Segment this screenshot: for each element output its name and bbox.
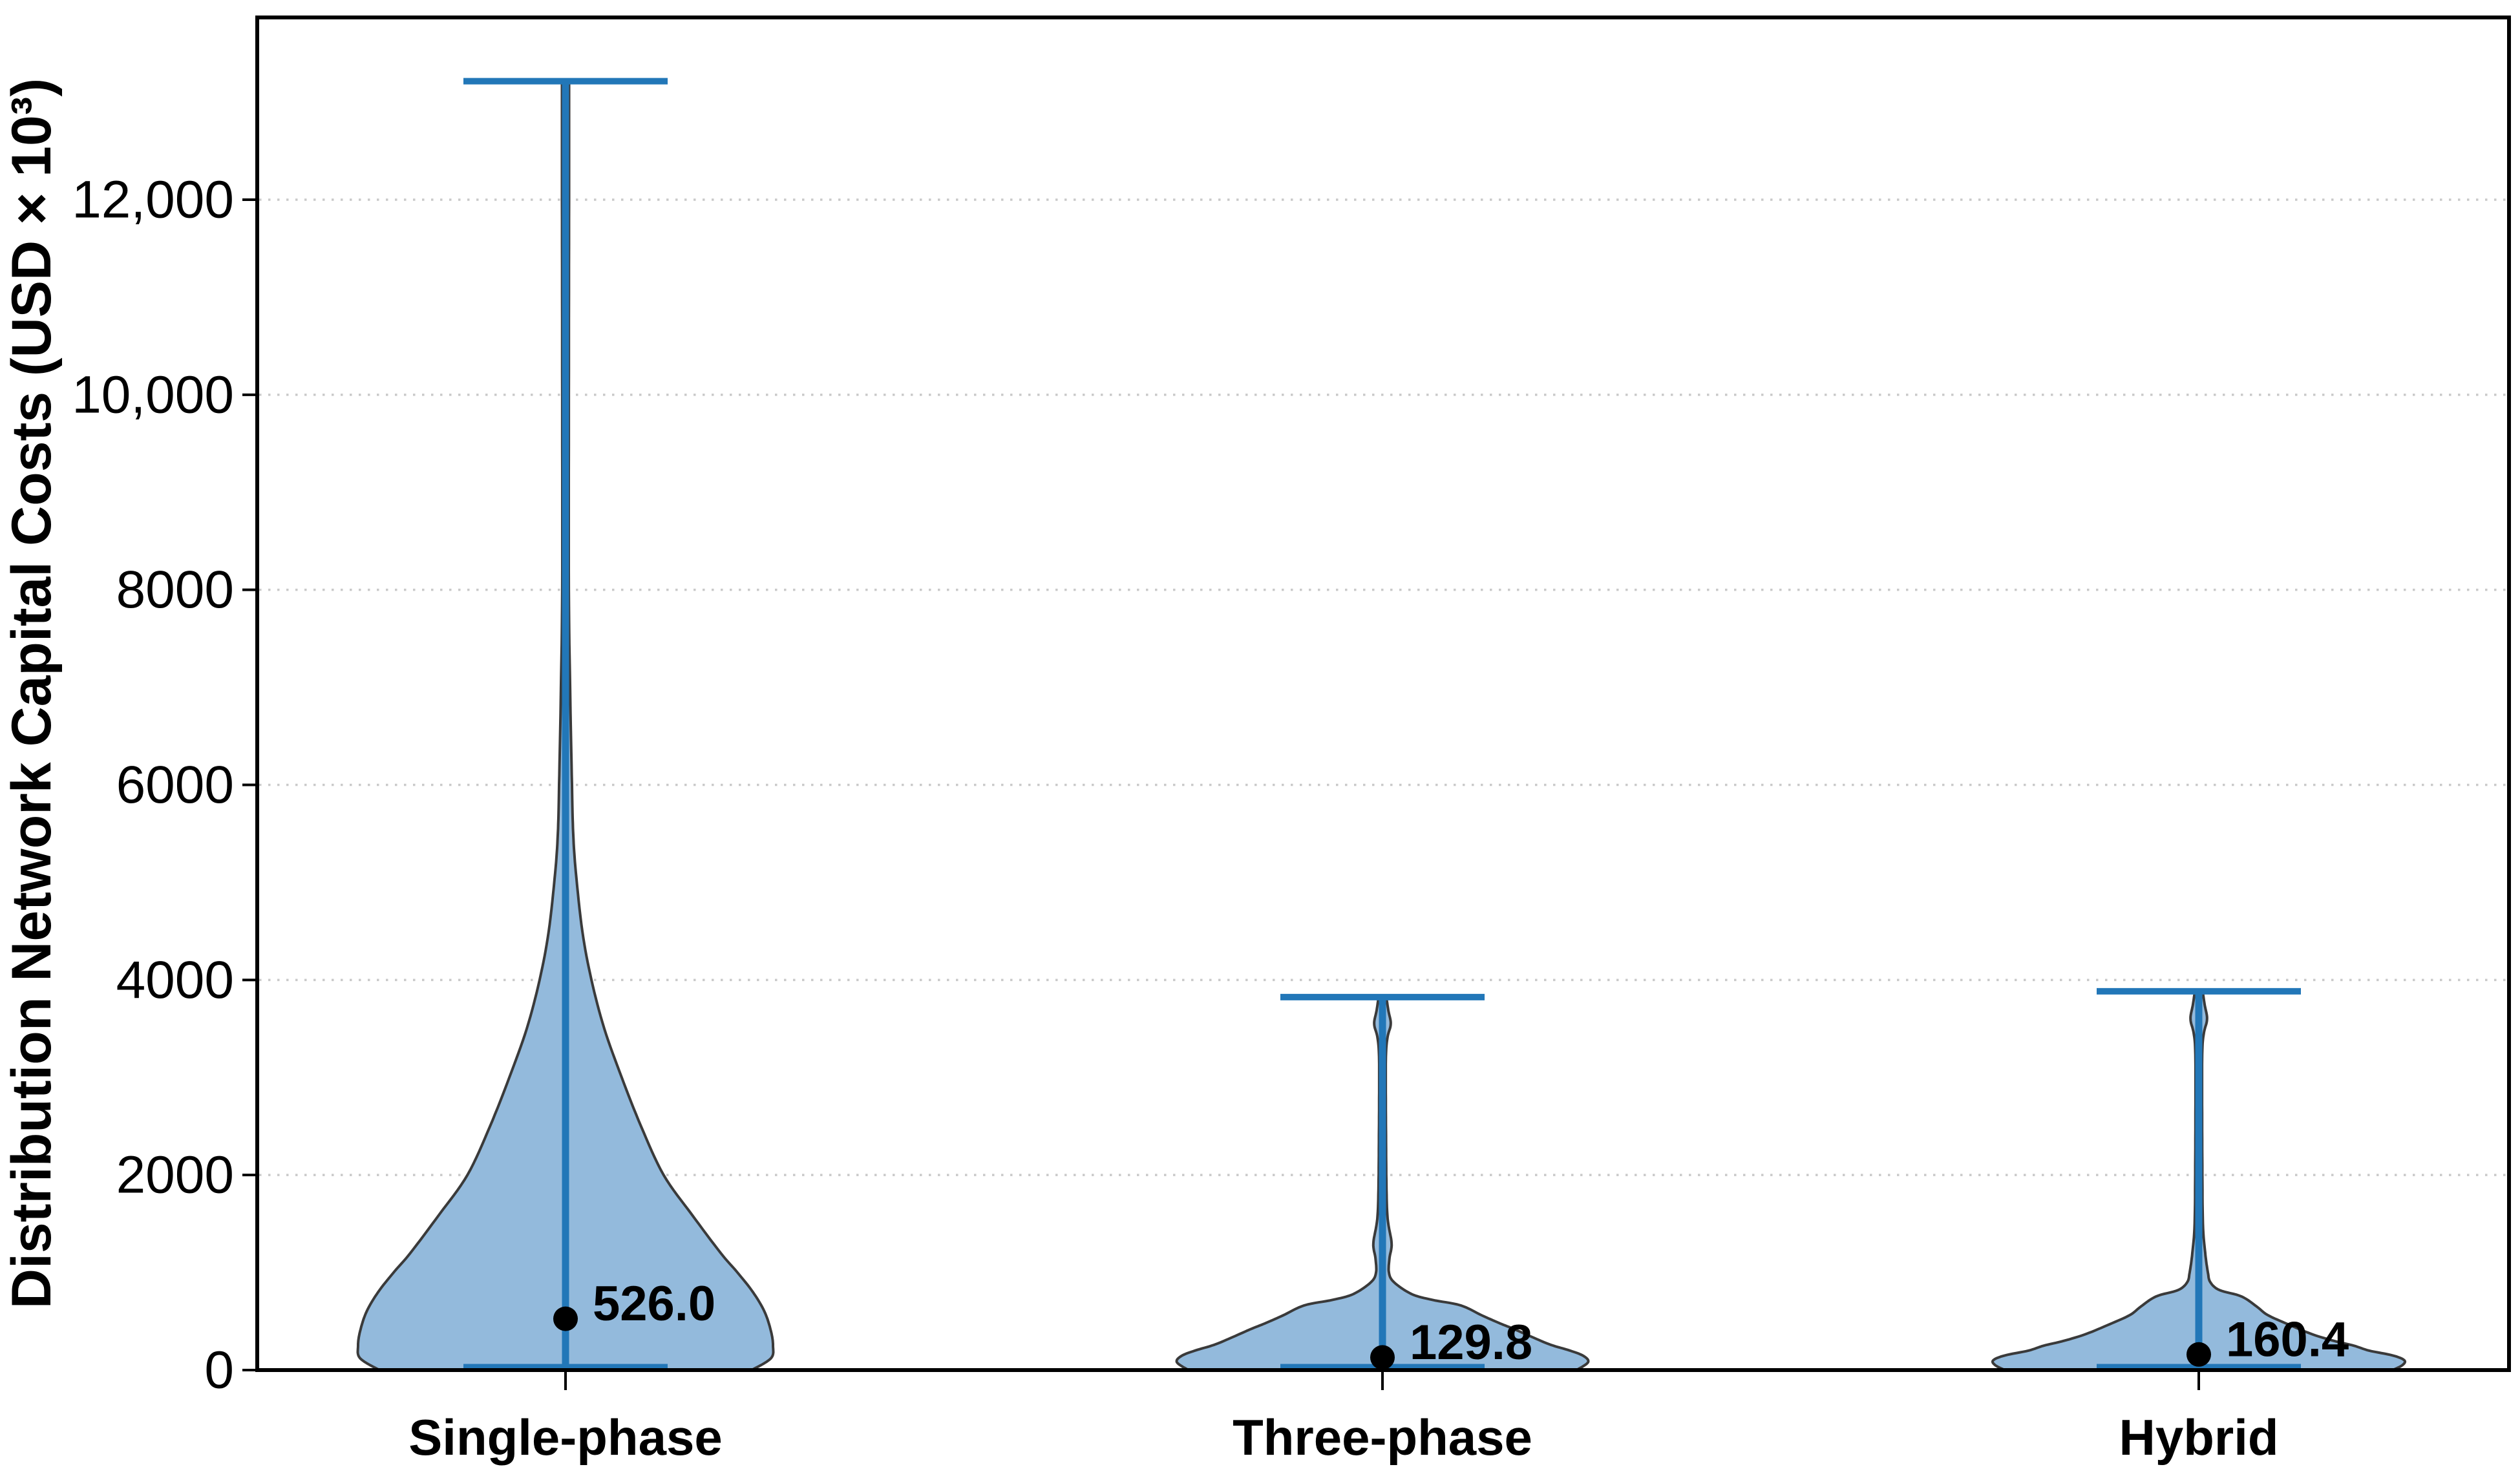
y-tick-label-10000: 10,000	[72, 365, 234, 424]
x-category-label-single-phase: Single-phase	[408, 1409, 722, 1466]
x-category-label-three-phase: Three-phase	[1233, 1409, 1532, 1466]
y-tick-label-6000: 6000	[116, 755, 234, 814]
median-value-label-hybrid: 160.4	[2226, 1312, 2349, 1367]
y-tick-label-4000: 4000	[116, 951, 234, 1009]
y-axis-label: Distribution Network Capital Costs (USD …	[1, 78, 63, 1309]
x-category-label-hybrid: Hybrid	[2119, 1409, 2278, 1466]
median-value-label-three-phase: 129.8	[1410, 1315, 1532, 1370]
median-dot-three-phase	[1370, 1345, 1395, 1370]
median-dot-single-phase	[553, 1306, 578, 1331]
plot-border	[255, 16, 2511, 1372]
tick-labels-layer: 526.0 129.8 160.4 0 2000 4000 6000 8000 10,000 12…	[72, 171, 2349, 1466]
gridlines-layer	[259, 198, 2507, 1176]
y-tick-label-2000: 2000	[116, 1146, 234, 1205]
median-dot-hybrid	[2186, 1342, 2211, 1367]
axes-layer	[242, 16, 2511, 1390]
y-tick-label-12000: 12,000	[72, 171, 234, 229]
markers-layer	[463, 78, 2301, 1370]
median-value-label-single-phase: 526.0	[593, 1276, 715, 1331]
y-tick-label-8000: 8000	[116, 560, 234, 619]
y-tick-label-0: 0	[204, 1341, 234, 1400]
